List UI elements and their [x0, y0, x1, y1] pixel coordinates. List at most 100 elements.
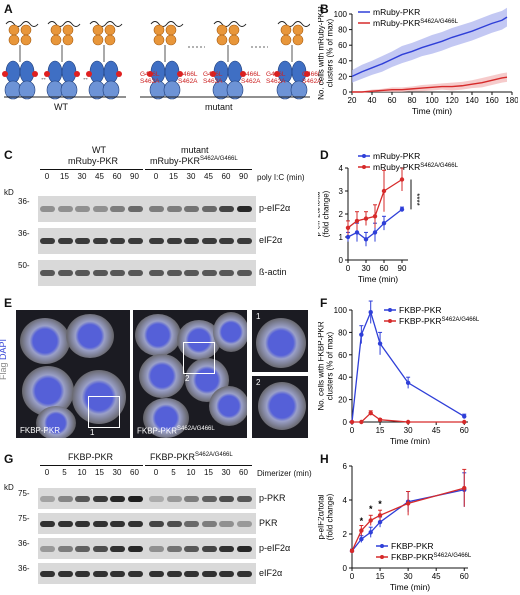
data-point [377, 417, 383, 422]
g-kd: kD [4, 483, 14, 492]
blot-band [201, 495, 217, 502]
series-line [351, 489, 465, 552]
data-point [405, 380, 411, 385]
blot-band [40, 238, 55, 244]
data-point [349, 548, 355, 554]
y-tick-label: 3 [339, 187, 344, 196]
legend-entry: mRuby-PKRS462A/G466L [373, 162, 459, 172]
c-mut-bracket [145, 169, 252, 170]
blot-band [184, 495, 199, 502]
y-axis-label: No. cells with FKBP-PKRclusters (% of ma… [318, 321, 335, 411]
c-col-mut-sub: mRuby-PKRS462A/G466L [150, 156, 238, 166]
blot-band [184, 270, 199, 276]
y-tick-label: 4 [339, 164, 344, 173]
blot-band [57, 570, 73, 577]
panel-label-h: H [320, 452, 329, 466]
y-tick-label: 20 [338, 72, 347, 81]
data-point [405, 501, 411, 506]
blot-row-label: p-eIF2α [259, 542, 291, 553]
a-site-9: G466L [266, 71, 286, 78]
svg-text:↔: ↔ [40, 75, 47, 82]
blot-row [38, 563, 256, 584]
kd-marker: 75- [18, 514, 30, 523]
c-kd: kD [4, 188, 14, 197]
a-site-8: S462A [241, 78, 261, 85]
blot-band [75, 206, 90, 212]
timepoint-label: 0 [44, 468, 50, 477]
legend-entry: mRuby-PKRS462A/G466L [373, 18, 459, 28]
blot-band [219, 206, 234, 212]
blot-band [92, 570, 108, 577]
y-tick-label: 80 [338, 328, 347, 337]
a-mutant-label: mutant [205, 102, 233, 112]
legend-sup: S462A/G466L [434, 553, 472, 559]
y-tick-label: 40 [338, 57, 347, 66]
blot-band [166, 520, 182, 527]
x-tick-label: 140 [465, 96, 479, 105]
timepoint-label: 60 [112, 172, 122, 181]
significance-star: * [369, 504, 373, 514]
legend-sup: S462A/G466L [420, 163, 458, 169]
blot-band [110, 495, 125, 502]
x-tick-label: 45 [432, 572, 441, 581]
svg-text:↔: ↔ [82, 75, 89, 82]
y-tick-label: 60 [338, 41, 347, 50]
legend-name: mRuby-PKR [373, 162, 420, 172]
panel-label-c: C [4, 148, 13, 162]
e-img2-label: FKBP-PKRS462A/G466L [137, 426, 215, 436]
x-tick-label: 60 [380, 264, 389, 273]
x-tick-label: 60 [460, 572, 469, 581]
x-axis-label: Time (min) [358, 274, 398, 284]
series-line [352, 76, 508, 93]
timepoint-label: 30 [112, 468, 122, 477]
legend-name: mRuby-PKR [373, 7, 420, 17]
timepoint-label: 45 [204, 172, 213, 181]
x-axis-label: Time (min) [412, 106, 452, 116]
blot-band [75, 570, 90, 577]
kd-marker: 36- [18, 229, 30, 238]
kd-marker: 36- [18, 564, 30, 573]
blot-band [236, 206, 252, 212]
data-point [462, 485, 467, 491]
a-site-5: G466L [203, 71, 223, 78]
chart-d: 0 30 60 90 0 1 2 3 4 Time (min) p-eIF2α/total(fold… [318, 151, 459, 284]
x-tick-label: 40 [368, 96, 377, 105]
blot-band [92, 270, 108, 276]
blot-band [219, 238, 234, 244]
data-point [399, 177, 405, 182]
a-site-12: S462A [302, 78, 322, 85]
a-site-2: S462A [140, 78, 160, 85]
y-tick-label: 2 [339, 210, 344, 219]
y-tick-label: 1 [339, 233, 344, 242]
x-tick-label: 90 [398, 264, 407, 273]
blot-band [57, 270, 73, 276]
legend-marker [380, 555, 384, 559]
timepoint-label: 10 [186, 468, 196, 477]
x-tick-label: 30 [404, 426, 413, 435]
blot-band [40, 545, 55, 552]
y-tick-label: 0 [339, 256, 344, 265]
a-site-11: G466L [302, 71, 322, 78]
blot-band [201, 238, 217, 244]
e-micrograph-mut: 2 [133, 310, 247, 438]
blot-band [127, 570, 143, 577]
legend-entry: FKBP-PKRS462A/G466L [391, 552, 472, 562]
timepoint-label: 60 [221, 172, 231, 181]
legend-marker [362, 154, 366, 158]
data-point [345, 225, 351, 230]
blot-band [127, 545, 143, 552]
blot-band [166, 238, 182, 244]
blot-band [166, 206, 182, 212]
data-point [381, 188, 387, 194]
e-inset-2: 2 [252, 376, 308, 438]
blot-band [166, 270, 182, 276]
blot-band [201, 570, 217, 577]
data-point [368, 530, 373, 535]
blot-band [166, 495, 182, 502]
blot-row-label: p-eIF2α [259, 203, 291, 213]
y-axis-label-line: No. cells with FKBP-PKR [318, 321, 326, 411]
blot-band [57, 495, 73, 502]
x-tick-label: 180 [505, 96, 518, 105]
a-wt-label: WT [54, 102, 68, 112]
x-tick-label: 60 [388, 96, 397, 105]
